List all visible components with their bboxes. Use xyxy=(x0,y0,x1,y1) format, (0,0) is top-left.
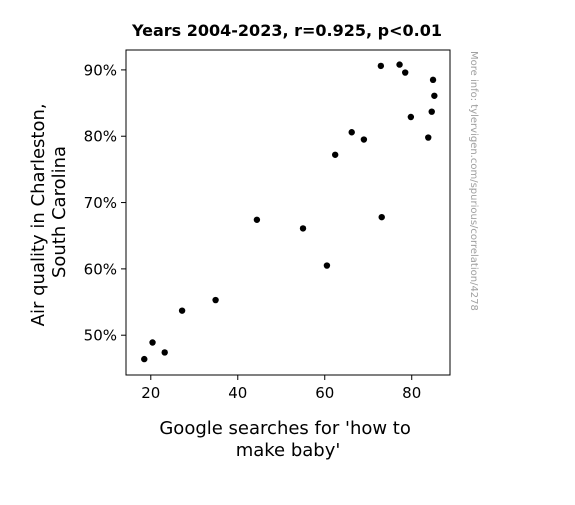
data-point xyxy=(299,225,307,232)
x-tick-label: 20 xyxy=(141,384,160,402)
data-point xyxy=(331,151,339,158)
y-tick-label: 90% xyxy=(84,61,117,79)
x-tick-label: 40 xyxy=(228,384,247,402)
data-point xyxy=(212,296,219,304)
x-axis-label-line-1: Google searches for 'how to xyxy=(159,418,411,439)
data-point xyxy=(149,339,156,346)
y-tick-label: 50% xyxy=(84,327,117,345)
data-point xyxy=(348,129,355,136)
data-point xyxy=(429,76,437,84)
y-axis-label-line-2: South Carolina xyxy=(49,146,70,278)
data-point xyxy=(396,61,403,68)
data-point xyxy=(253,216,261,223)
data-point xyxy=(428,108,435,115)
x-axis-ticks: 20 40 60 80 xyxy=(141,375,421,402)
x-tick-label: 80 xyxy=(402,384,421,402)
data-point xyxy=(378,213,385,221)
data-point xyxy=(178,307,186,314)
x-axis-label-line-2: make baby' xyxy=(236,440,341,461)
y-axis-label-line-1: Air quality in Charleston, xyxy=(28,103,49,326)
x-axis-label: Google searches for 'how to make baby' xyxy=(159,418,416,461)
data-point xyxy=(161,349,168,356)
data-point xyxy=(141,355,148,363)
y-axis-label: Air quality in Charleston, South Carolin… xyxy=(28,98,70,327)
chart-title: Years 2004-2023, r=0.925, p<0.01 xyxy=(131,21,442,40)
plot-area-frame xyxy=(125,49,451,376)
y-tick-label: 60% xyxy=(84,260,117,278)
data-point xyxy=(425,134,432,141)
y-tick-label: 70% xyxy=(84,194,117,212)
y-tick-label: 80% xyxy=(84,128,117,146)
data-point xyxy=(407,113,415,121)
x-tick-label: 60 xyxy=(315,384,334,402)
y-axis-ticks: 50% 60% 70% 80% 90% xyxy=(84,61,126,345)
data-point xyxy=(377,62,385,70)
watermark-text: More info: tylervigen.com/spurious/corre… xyxy=(468,51,479,311)
data-point xyxy=(431,92,438,99)
data-point xyxy=(323,262,331,269)
data-points xyxy=(141,61,438,363)
data-point xyxy=(360,136,368,143)
data-point xyxy=(402,69,409,76)
